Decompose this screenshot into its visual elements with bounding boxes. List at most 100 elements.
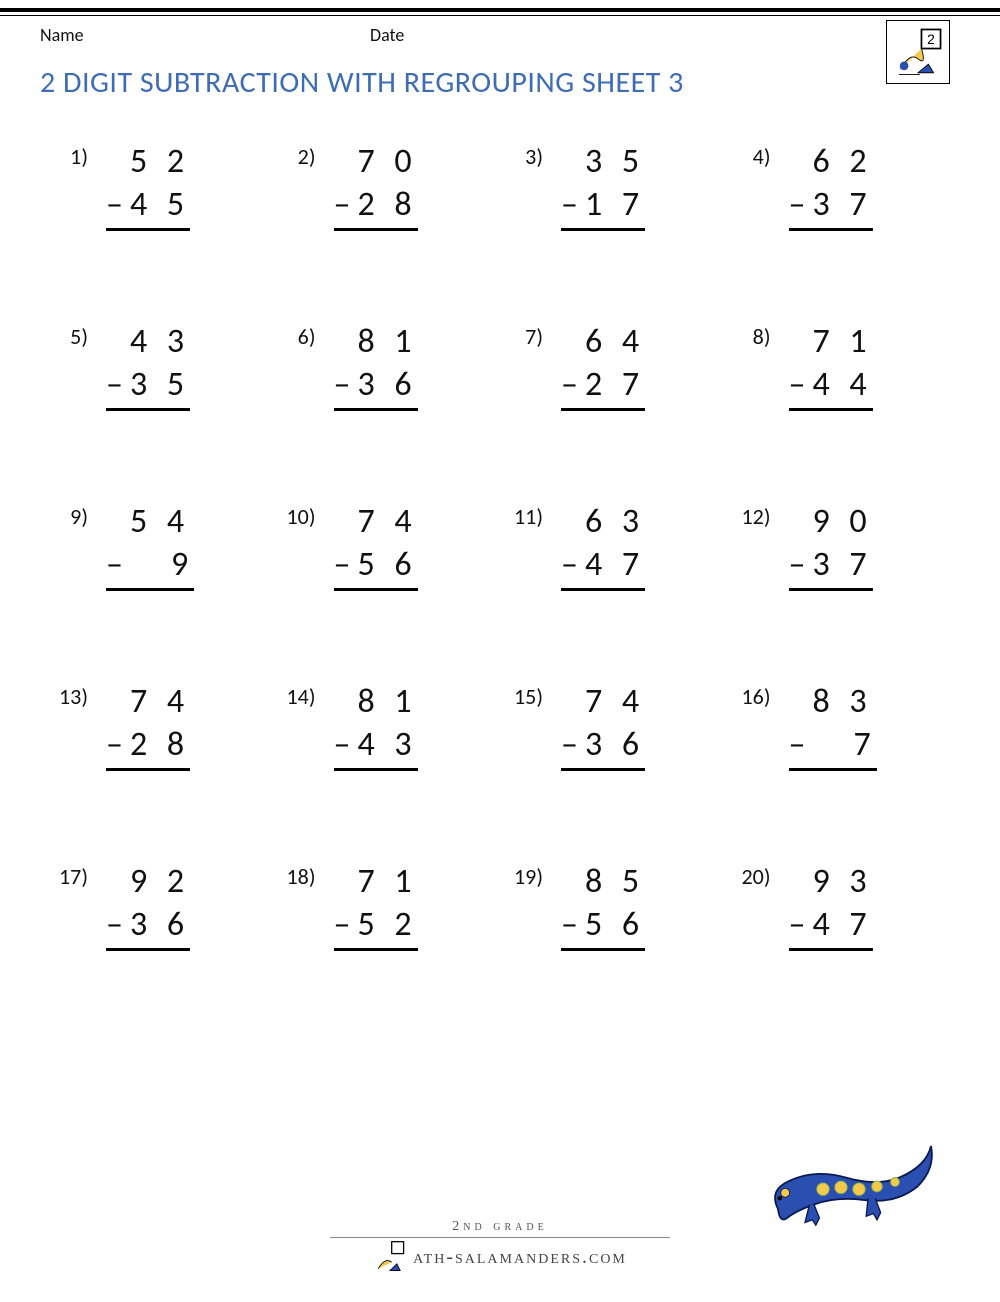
subtraction-problem: 5) 4 3–3 5 [50, 321, 268, 411]
minuend: 7 1 [334, 861, 418, 904]
subtraction-problem: 17)9 2–3 6 [50, 861, 268, 951]
subtrahend-row: –2 7 [561, 364, 645, 412]
subtraction-problem: 4) 6 2–3 7 [733, 141, 951, 231]
problem-body: 8 1–4 3 [334, 681, 418, 771]
problem-body: 6 4–2 7 [561, 321, 645, 411]
name-label: Name [40, 24, 370, 46]
minuend: 9 0 [789, 501, 873, 544]
footer: 2nd grade ath-salamanders.com [0, 1219, 1000, 1274]
subtrahend: 7 [813, 724, 877, 767]
problem-number: 17) [50, 861, 88, 890]
subtrahend-row: – 9 [106, 544, 194, 592]
subtraction-problem: 9) 5 4– 9 [50, 501, 268, 591]
minus-sign: – [789, 904, 813, 947]
subtrahend: 1 7 [585, 184, 645, 227]
subtrahend: 3 6 [585, 724, 645, 767]
footer-brand-text: ath-salamanders.com [413, 1246, 627, 1269]
subtrahend-row: –4 3 [334, 724, 418, 772]
header-row: Name Date 2 [0, 16, 1000, 46]
minus-sign: – [561, 544, 585, 587]
minuend: 5 2 [106, 141, 190, 184]
subtrahend-row: –3 5 [106, 364, 190, 412]
problem-grid: 1)5 2–4 52)7 0–2 83)3 5–1 74)6 2–3 75)4 … [0, 101, 1000, 951]
subtrahend: 3 6 [130, 904, 190, 947]
minuend: 3 5 [561, 141, 645, 184]
problem-number: 5) [50, 321, 88, 350]
subtrahend-row: –2 8 [334, 184, 418, 232]
problem-body: 6 2–3 7 [789, 141, 873, 231]
minuend: 5 4 [106, 501, 194, 544]
minuend: 8 1 [334, 321, 418, 364]
problem-body: 9 0–3 7 [789, 501, 873, 591]
minuend: 6 3 [561, 501, 645, 544]
subtraction-problem: 16) 8 3– 7 [733, 681, 951, 771]
subtraction-problem: 8)7 1–4 4 [733, 321, 951, 411]
subtraction-problem: 2)7 0–2 8 [278, 141, 496, 231]
subtrahend: 5 2 [358, 904, 418, 947]
subtraction-problem: 12)9 0–3 7 [733, 501, 951, 591]
problem-body: 4 3–3 5 [106, 321, 190, 411]
problem-number: 6) [278, 321, 316, 350]
subtrahend: 4 7 [813, 904, 873, 947]
minuend: 4 3 [106, 321, 190, 364]
problem-number: 9) [50, 501, 88, 530]
problem-body: 7 4–5 6 [334, 501, 418, 591]
minuend: 7 4 [106, 681, 190, 724]
problem-number: 16) [733, 681, 771, 710]
minus-sign: – [561, 724, 585, 767]
problem-number: 13) [50, 681, 88, 710]
subtrahend: 2 8 [130, 724, 190, 767]
minuend: 8 3 [789, 681, 877, 724]
subtraction-problem: 7)6 4–2 7 [505, 321, 723, 411]
subtraction-problem: 3) 3 5–1 7 [505, 141, 723, 231]
subtrahend-row: –4 4 [789, 364, 873, 412]
subtrahend-row: –3 6 [106, 904, 190, 952]
subtrahend-row: –4 5 [106, 184, 190, 232]
subtrahend-row: –3 6 [334, 364, 418, 412]
problem-number: 3) [505, 141, 543, 170]
brand-logo-icon: 2 [886, 20, 950, 84]
subtraction-problem: 13)7 4–2 8 [50, 681, 268, 771]
minus-sign: – [789, 724, 813, 767]
minus-sign: – [106, 184, 130, 227]
subtrahend: 4 3 [358, 724, 418, 767]
problem-number: 11) [505, 501, 543, 530]
subtrahend-row: –1 7 [561, 184, 645, 232]
problem-number: 15) [505, 681, 543, 710]
problem-body: 7 1–4 4 [789, 321, 873, 411]
subtraction-problem: 6) 8 1–3 6 [278, 321, 496, 411]
problem-body: 6 3–4 7 [561, 501, 645, 591]
minus-sign: – [789, 544, 813, 587]
worksheet-title: 2 DIGIT SUBTRACTION WITH REGROUPING SHEE… [0, 46, 1000, 101]
date-label: Date [370, 24, 404, 46]
subtrahend: 3 5 [130, 364, 190, 407]
problem-body: 8 1–3 6 [334, 321, 418, 411]
minuend: 8 1 [334, 681, 418, 724]
subtrahend-row: –5 2 [334, 904, 418, 952]
subtrahend-row: –3 6 [561, 724, 645, 772]
subtrahend: 2 7 [585, 364, 645, 407]
subtrahend-row: –3 7 [789, 544, 873, 592]
minus-sign: – [561, 904, 585, 947]
minus-sign: – [106, 904, 130, 947]
minus-sign: – [334, 184, 358, 227]
problem-number: 4) [733, 141, 771, 170]
minus-sign: – [561, 184, 585, 227]
svg-text:2: 2 [927, 31, 935, 47]
minus-sign: – [334, 544, 358, 587]
subtraction-problem: 11) 6 3–4 7 [505, 501, 723, 591]
subtraction-problem: 1)5 2–4 5 [50, 141, 268, 231]
subtraction-problem: 20)9 3–4 7 [733, 861, 951, 951]
minuend: 9 3 [789, 861, 873, 904]
problem-body: 8 3– 7 [789, 681, 877, 771]
subtrahend: 2 8 [358, 184, 418, 227]
subtraction-problem: 10) 7 4–5 6 [278, 501, 496, 591]
minuend: 6 4 [561, 321, 645, 364]
subtrahend: 5 6 [358, 544, 418, 587]
subtrahend: 5 6 [585, 904, 645, 947]
footer-grade-text: 2nd grade [0, 1219, 1000, 1235]
minus-sign: – [561, 364, 585, 407]
minus-sign: – [106, 544, 130, 587]
problem-body: 5 4– 9 [106, 501, 194, 591]
problem-number: 10) [278, 501, 316, 530]
